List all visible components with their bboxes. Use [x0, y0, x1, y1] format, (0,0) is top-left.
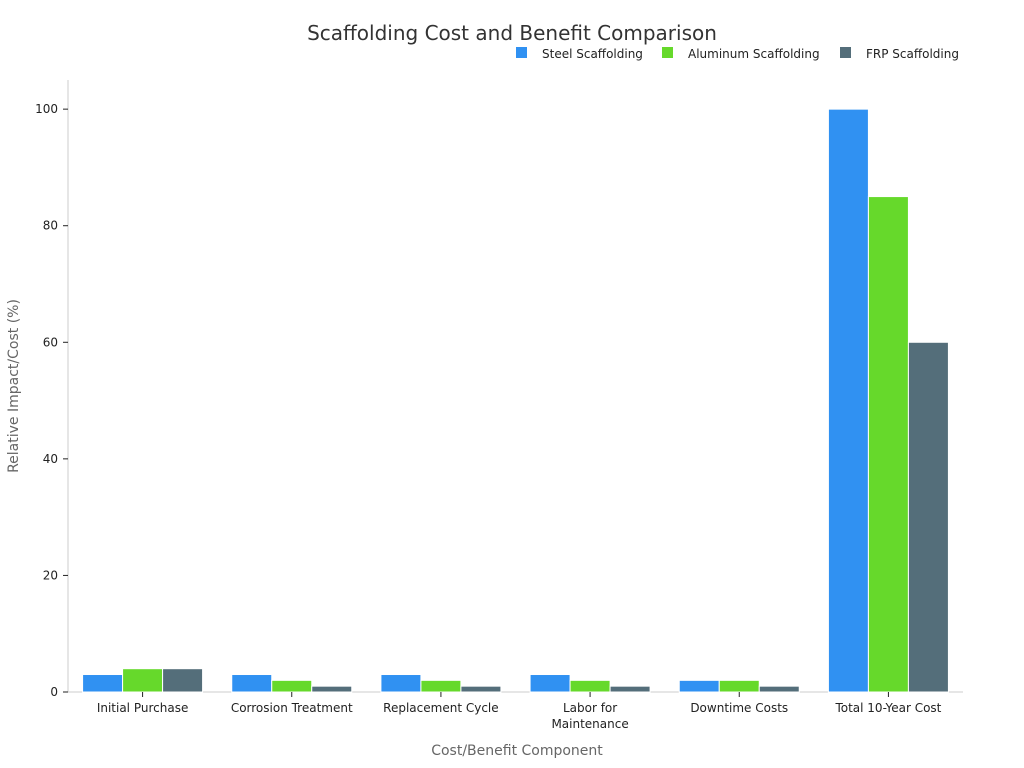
legend-label: Aluminum Scaffolding: [688, 47, 820, 61]
x-tick-label: Downtime Costs: [690, 701, 788, 715]
x-axis-ticks: Initial Purchase Corrosion Treatment Repla…: [97, 692, 942, 731]
bar-frp-scaffolding-2: [460, 685, 502, 693]
x-tick-label: Total 10-Year Cost: [834, 701, 941, 715]
x-tick-label-line: Maintenance: [551, 717, 628, 731]
x-tick-label: Initial Purchase: [97, 701, 189, 715]
y-tick-label: 40: [43, 452, 58, 466]
bar-steel-scaffolding-4: [678, 679, 720, 693]
x-tick-label: Corrosion Treatment: [231, 701, 353, 715]
y-axis-title: Relative Impact/Cost (%): [6, 299, 22, 473]
chart-title: Scaffolding Cost and Benefit Comparison: [307, 21, 717, 45]
legend-label: FRP Scaffolding: [866, 47, 959, 61]
x-tick-label-line: Total 10-Year Cost: [834, 701, 941, 715]
bar-aluminum-scaffolding-1: [271, 679, 313, 693]
x-tick-label-line: Labor for: [563, 701, 617, 715]
x-tick-label-line: Downtime Costs: [690, 701, 788, 715]
bar-frp-scaffolding-0: [162, 668, 204, 693]
bar-steel-scaffolding-0: [82, 674, 124, 693]
bar-aluminum-scaffolding-2: [420, 679, 462, 693]
y-tick-label: 80: [43, 219, 58, 233]
x-axis-title: Cost/Benefit Component: [431, 743, 603, 759]
legend: Steel Scaffolding Aluminum Scaffolding FRP…: [516, 47, 959, 61]
bar-aluminum-scaffolding-0: [122, 668, 164, 693]
x-tick-label-line: Corrosion Treatment: [231, 701, 353, 715]
x-tick-label: Replacement Cycle: [383, 701, 498, 715]
bar-frp-scaffolding-5: [907, 341, 949, 693]
bar-aluminum-scaffolding-5: [867, 196, 909, 693]
bar-frp-scaffolding-3: [609, 685, 651, 693]
legend-label: Steel Scaffolding: [542, 47, 643, 61]
bar-frp-scaffolding-1: [311, 685, 353, 693]
x-tick-label-line: Replacement Cycle: [383, 701, 498, 715]
legend-swatch: [840, 47, 851, 58]
bar-aluminum-scaffolding-4: [718, 679, 760, 693]
x-tick-label: Labor for Maintenance: [551, 701, 628, 731]
bars: [82, 108, 949, 693]
y-tick-label: 100: [35, 102, 58, 116]
bar-steel-scaffolding-5: [827, 108, 869, 693]
y-axis-ticks: 0 20 40 60 80 100: [35, 102, 68, 699]
bar-frp-scaffolding-4: [758, 685, 800, 693]
legend-swatch: [662, 47, 673, 58]
x-tick-label-line: Initial Purchase: [97, 701, 189, 715]
y-tick-label: 20: [43, 568, 58, 582]
y-tick-label: 0: [50, 685, 58, 699]
bar-aluminum-scaffolding-3: [569, 679, 611, 693]
legend-swatch: [516, 47, 527, 58]
y-tick-label: 60: [43, 335, 58, 349]
bar-steel-scaffolding-3: [529, 674, 571, 693]
bar-steel-scaffolding-1: [231, 674, 273, 693]
bar-steel-scaffolding-2: [380, 674, 422, 693]
